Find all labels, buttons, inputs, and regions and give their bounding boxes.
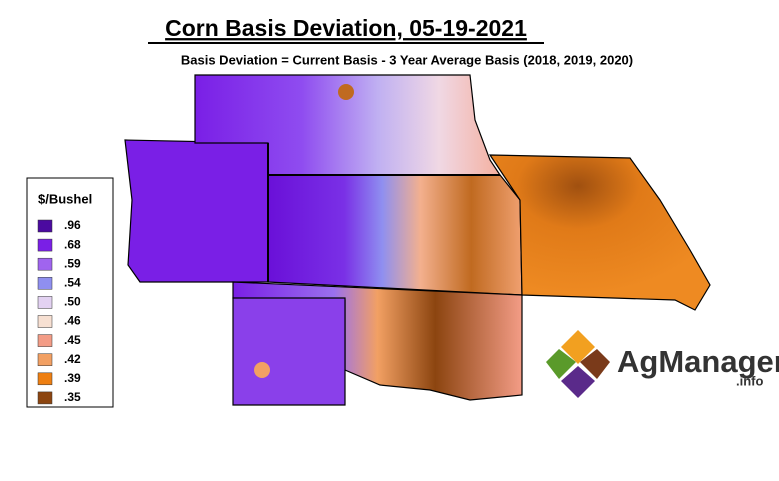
legend-label: .54	[64, 275, 81, 289]
legend-label: .46	[64, 314, 81, 328]
legend-swatch	[37, 257, 53, 271]
colorado-region	[124, 139, 269, 283]
logo-tile	[580, 349, 610, 379]
kansas	[267, 174, 523, 296]
legend-swatch	[37, 277, 53, 290]
legend: $/Bushel .96 .68 .59 .54 .50 .46 .45 .42 .39 .35	[26, 177, 114, 408]
texas-panhandle	[232, 297, 346, 406]
logo: AgManager .info	[543, 327, 779, 398]
logo-tile	[561, 366, 595, 398]
legend-swatch	[37, 238, 53, 252]
legend-label: .68	[64, 237, 81, 251]
missouri	[488, 154, 711, 311]
legend-swatch	[37, 372, 53, 386]
legend-label: .50	[64, 295, 81, 309]
legend-box	[26, 177, 114, 408]
logo-name: AgManager	[617, 344, 779, 379]
legend-swatch	[37, 391, 53, 405]
legend-label: .42	[64, 352, 81, 366]
logo-tile	[561, 330, 595, 364]
subtitle: Basis Deviation = Current Basis - 3 Year…	[181, 52, 633, 67]
legend-swatch	[37, 315, 53, 328]
logo-tile	[546, 349, 576, 379]
legend-swatch	[37, 219, 53, 233]
map	[124, 74, 711, 406]
legend-label: .39	[64, 371, 81, 385]
logo-suffix: .info	[736, 373, 763, 388]
legend-title: $/Bushel	[38, 191, 92, 206]
title: Corn Basis Deviation, 05-19-2021	[165, 15, 527, 41]
legend-label: .35	[64, 390, 81, 404]
legend-swatch	[37, 353, 53, 366]
legend-label: .59	[64, 256, 81, 270]
legend-label: .45	[64, 333, 81, 347]
legend-swatch	[37, 334, 53, 347]
legend-swatch	[37, 296, 53, 309]
hotspot	[254, 362, 270, 378]
hotspot	[338, 84, 354, 100]
legend-label: .96	[64, 218, 81, 232]
